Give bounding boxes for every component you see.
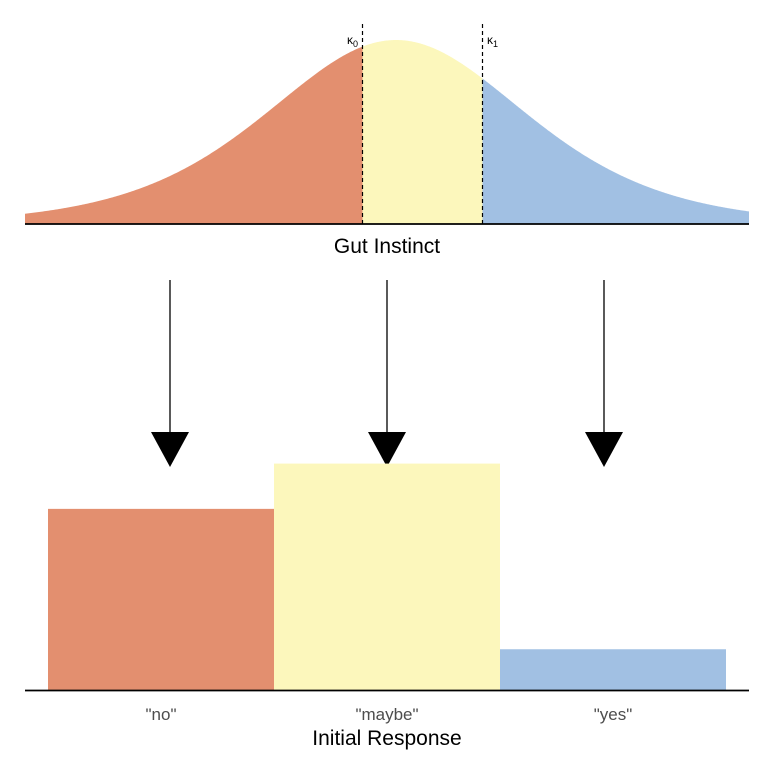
tick-label-yes: "yes" — [594, 705, 633, 724]
density-panel: κ0 κ1 Gut Instinct — [25, 24, 749, 258]
threshold-label-kappa-1: κ1 — [487, 33, 498, 49]
bar-axis-title: Initial Response — [312, 727, 461, 750]
arrow-no — [151, 280, 189, 467]
tick-label-maybe: "maybe" — [355, 705, 418, 724]
threshold-label-kappa-0: κ0 — [347, 33, 358, 49]
density-region-maybe — [362, 40, 483, 224]
arrow-group — [151, 280, 623, 467]
bar-yes — [500, 649, 726, 690]
density-region-yes — [482, 78, 749, 224]
density-axis-title: Gut Instinct — [334, 235, 440, 258]
tick-label-no: "no" — [146, 705, 177, 724]
bar-maybe — [274, 463, 500, 690]
response-bar-chart: "no" "maybe" "yes" Initial Response — [25, 463, 749, 750]
arrow-yes — [585, 280, 623, 467]
density-region-no — [25, 46, 363, 224]
arrow-maybe — [368, 280, 406, 467]
bar-no — [48, 508, 274, 690]
